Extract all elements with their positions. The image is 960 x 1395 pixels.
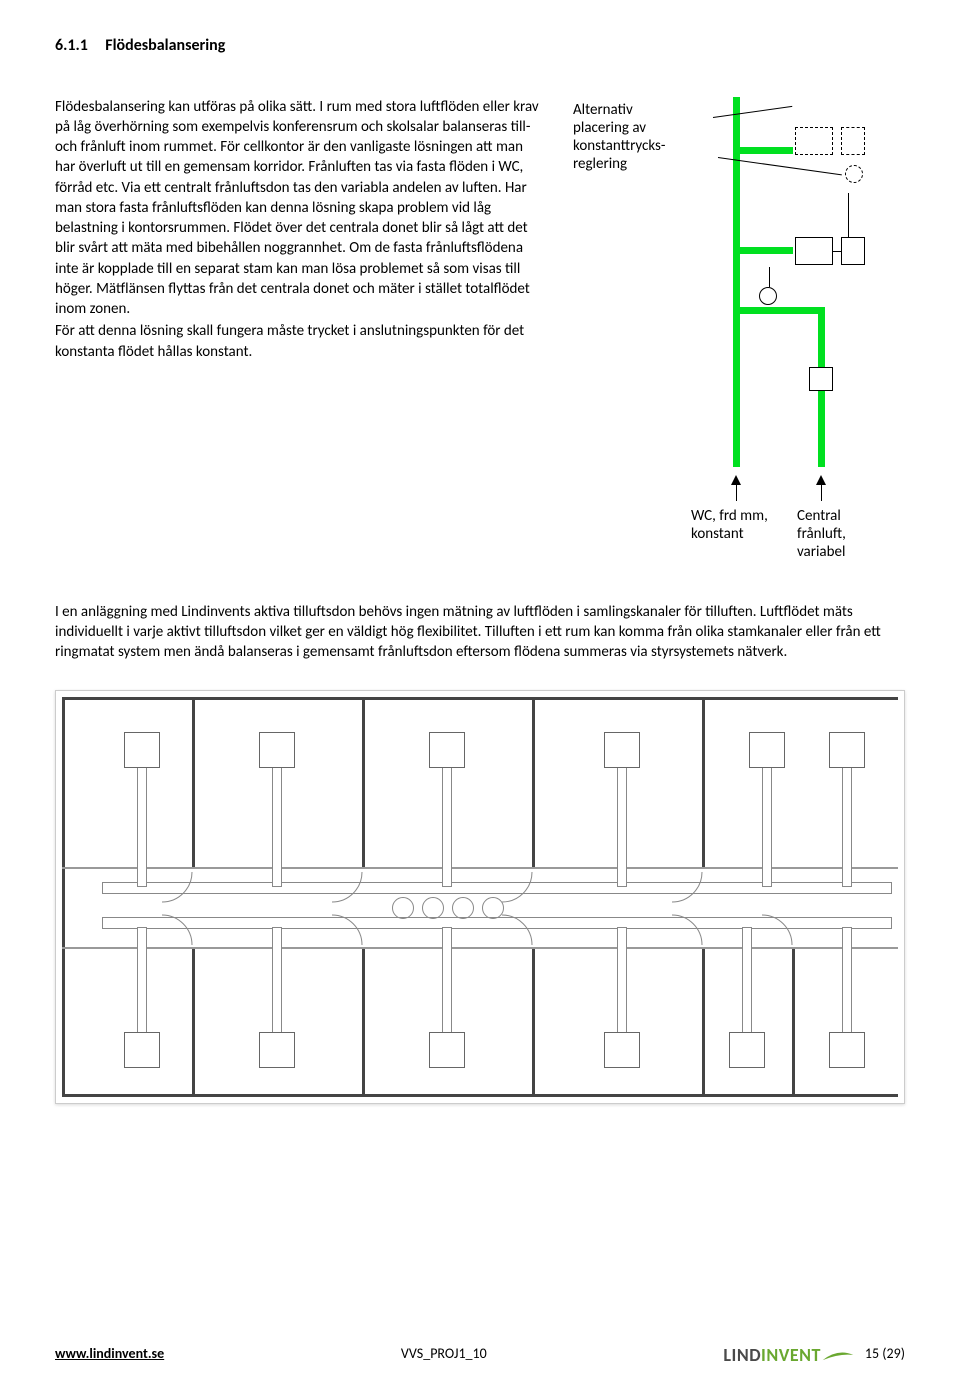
logo-part1: LIND (723, 1343, 761, 1367)
content-row: Flödesbalansering kan utföras på olika s… (55, 97, 905, 552)
footer-doc-code: VVS_PROJ1_10 (401, 1345, 487, 1364)
alt-line4: reglering (573, 155, 627, 173)
logo-part2: INVENT (761, 1343, 821, 1367)
diagram-label-central: Central frånluft, variabel (797, 507, 846, 561)
central-line1: Central (797, 507, 841, 525)
paragraph-2: För att denna lösning skall fungera måst… (55, 321, 545, 362)
section-number: 6.1.1 (55, 36, 88, 55)
diagram-column: Alternativ placering av konstanttrycks- … (563, 97, 905, 552)
page-current: 15 (865, 1345, 879, 1362)
page-total: 29 (887, 1345, 901, 1362)
page-number: 15 (29) (865, 1345, 905, 1364)
body-text-column: Flödesbalansering kan utföras på olika s… (55, 97, 545, 552)
paragraph-full-width: I en anläggning med Lindinvents aktiva t… (55, 602, 905, 663)
diagram-label-alternative: Alternativ placering av konstanttrycks- … (573, 101, 665, 173)
alt-line3: konstanttrycks- (573, 137, 665, 155)
diagram-label-wc: WC, frd mm, konstant (691, 507, 768, 543)
central-line2: frånluft, (797, 525, 846, 543)
floor-plan-frame (55, 690, 905, 1104)
wc-line2: konstant (691, 525, 744, 543)
section-heading: 6.1.1 Flödesbalansering (55, 35, 905, 57)
lindinvent-logo: LINDINVENT (723, 1343, 854, 1367)
floor-plan-diagram (62, 697, 898, 1097)
logo-swoosh-icon (821, 1346, 855, 1364)
page-footer: www.lindinvent.se VVS_PROJ1_10 LINDINVEN… (55, 1343, 905, 1367)
footer-right-group: LINDINVENT 15 (29) (723, 1343, 905, 1367)
footer-url-link[interactable]: www.lindinvent.se (55, 1345, 164, 1364)
schematic-diagram: Alternativ placering av konstanttrycks- … (563, 97, 873, 552)
paragraph-1: Flödesbalansering kan utföras på olika s… (55, 97, 545, 320)
section-title: Flödesbalansering (105, 36, 225, 55)
wc-line1: WC, frd mm, (691, 507, 768, 525)
alt-line1: Alternativ (573, 101, 633, 119)
central-line3: variabel (797, 543, 845, 561)
floor-plan-doors-icon (62, 697, 898, 1097)
alt-line2: placering av (573, 119, 646, 137)
